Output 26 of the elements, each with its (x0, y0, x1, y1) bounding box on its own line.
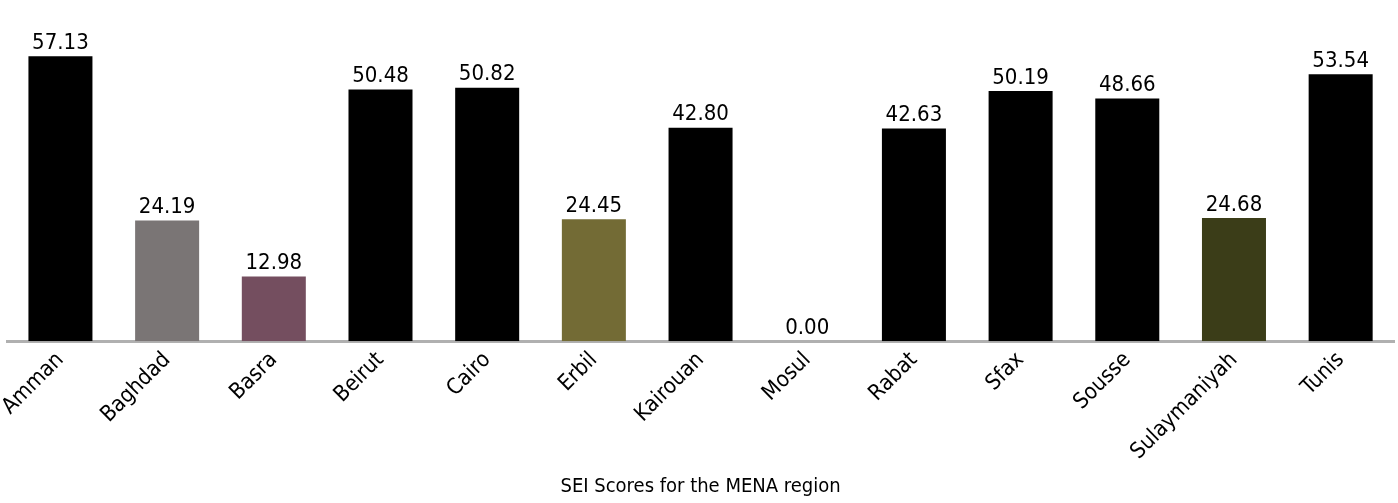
bar (455, 87, 520, 342)
data-label: 57.13 (32, 29, 89, 55)
data-label: 24.45 (565, 191, 623, 217)
data-label: 53.54 (1312, 46, 1369, 72)
data-label: 12.98 (245, 249, 303, 275)
data-label: 42.63 (885, 101, 943, 127)
x-axis-title: SEI Scores for the MENA region (560, 473, 841, 498)
data-label: 42.80 (672, 100, 729, 126)
data-label: 50.48 (352, 62, 409, 88)
bar (28, 56, 93, 342)
bar (241, 276, 306, 342)
data-label: 24.19 (138, 193, 196, 219)
data-label: 50.82 (458, 60, 516, 86)
bar (348, 89, 413, 342)
bar (668, 127, 733, 342)
data-label: 0.00 (785, 313, 830, 339)
bar (1201, 218, 1266, 342)
data-label: 24.68 (1205, 190, 1263, 216)
bar (1095, 98, 1160, 342)
data-label: 50.19 (992, 63, 1049, 89)
bar (881, 128, 946, 342)
bar (988, 90, 1053, 342)
bar (561, 219, 626, 342)
bar (1308, 74, 1373, 342)
data-label: 48.66 (1098, 71, 1156, 97)
bar (135, 220, 200, 342)
